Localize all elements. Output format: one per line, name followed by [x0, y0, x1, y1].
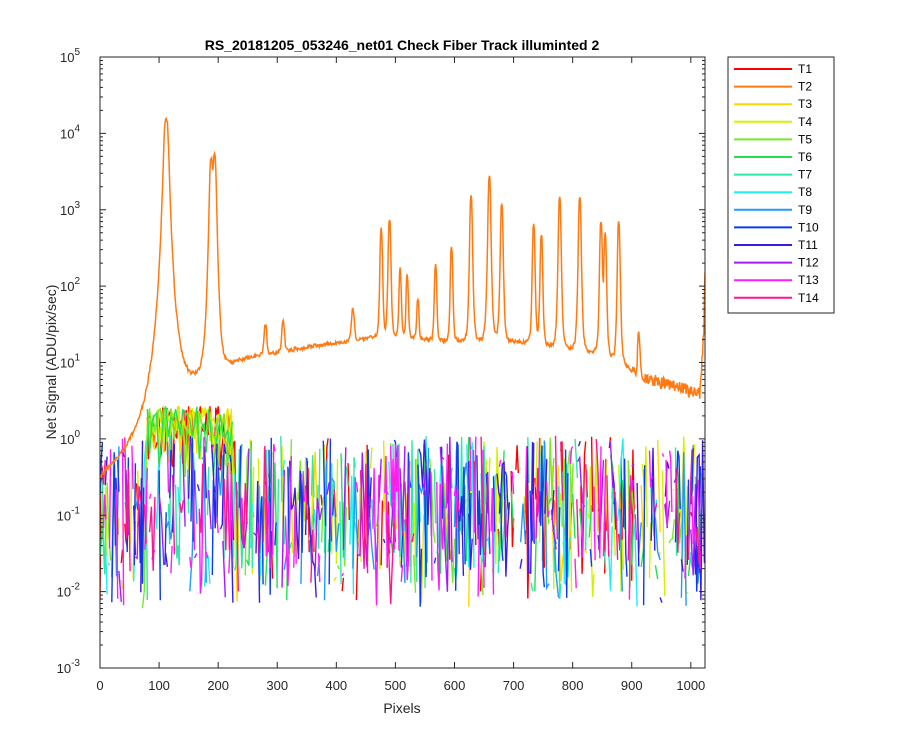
y-tick-label: 104 [60, 123, 80, 141]
chart-title: RS_20181205_053246_net01 Check Fiber Tra… [205, 37, 600, 53]
y-tick-label: 105 [60, 47, 80, 65]
legend-label-t5: T5 [798, 132, 812, 146]
legend-label-t9: T9 [798, 203, 812, 217]
series-line-t13 [102, 436, 701, 606]
x-tick-label: 100 [148, 678, 170, 693]
legend-box [727, 56, 835, 314]
series-line-t12 [118, 436, 697, 602]
legend-label-t4: T4 [798, 115, 812, 129]
series-layer [100, 116, 705, 609]
x-tick-label: 200 [207, 678, 229, 693]
legend-label-t2: T2 [798, 80, 812, 94]
x-tick-label: 0 [96, 678, 103, 693]
x-tick-label: 700 [503, 678, 525, 693]
legend-label-t14: T14 [798, 291, 819, 305]
legend-label-t8: T8 [798, 185, 812, 199]
legend-label-t6: T6 [798, 150, 812, 164]
y-tick-label: 10-2 [57, 582, 81, 600]
legend-label-t7: T7 [798, 168, 812, 182]
x-tick-label: 900 [621, 678, 643, 693]
axes-layer: 0 100 200 300 400 500 600 700 800 900 1000 10-3 10-2… [57, 47, 706, 693]
x-tick-label: 600 [444, 678, 466, 693]
legend-label-t11: T11 [798, 238, 818, 252]
x-axis-label: Pixels [383, 700, 420, 716]
x-tick-label: 400 [325, 678, 347, 693]
x-tick-label: 1000 [676, 678, 705, 693]
y-tick-label: 10-3 [57, 658, 81, 676]
legend-label-t10: T10 [798, 220, 819, 234]
series-line-t2 [100, 116, 705, 479]
legend-label-t3: T3 [798, 97, 812, 111]
legend-label-t13: T13 [798, 273, 819, 287]
x-tick-label: 300 [266, 678, 288, 693]
y-axis-label: Net Signal (ADU/pix/sec) [43, 285, 59, 440]
y-tick-label: 102 [60, 276, 80, 294]
legend: T1 T2 T3 T4 T5 T6 T7 T8 T9 T10 T11 T12 T13 T14 [727, 56, 835, 314]
x-tick-label: 800 [562, 678, 584, 693]
y-tick-label: 100 [60, 429, 80, 447]
y-tick-label: 101 [60, 353, 80, 371]
legend-label-t1: T1 [798, 62, 812, 76]
legend-label-t12: T12 [798, 256, 819, 270]
y-tick-label: 10-1 [57, 505, 81, 523]
y-tick-label: 103 [60, 200, 80, 218]
x-tick-label: 500 [385, 678, 407, 693]
